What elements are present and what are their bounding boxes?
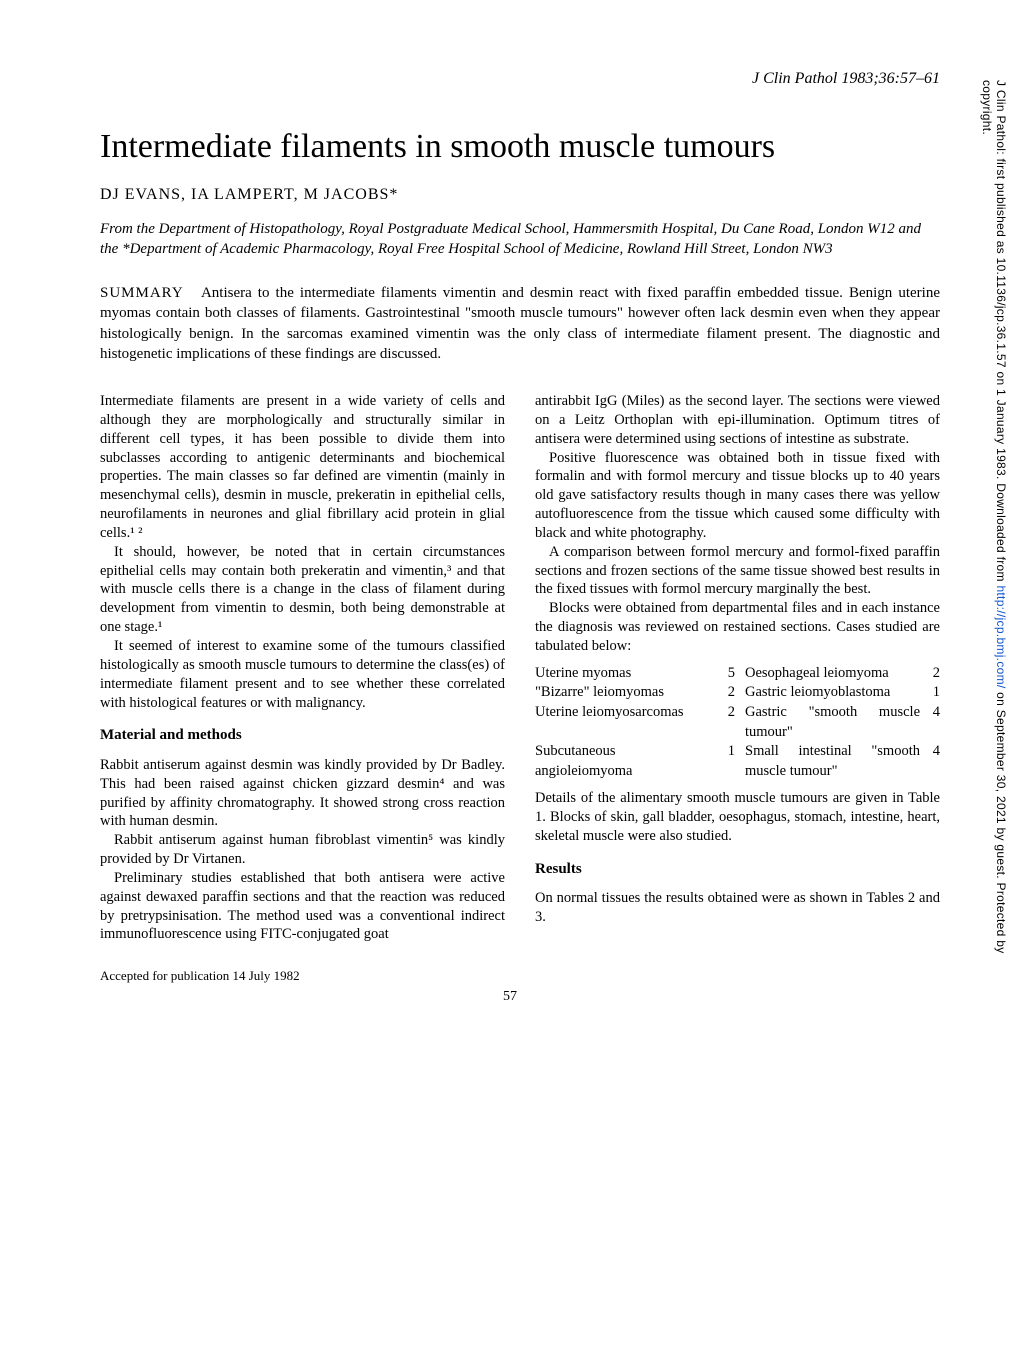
sidebar-text: J Clin Pathol: first published as 10.113… (994, 80, 1008, 585)
case-label: Subcutaneous angioleiomyoma (535, 742, 715, 781)
case-label: Small intestinal "smooth muscle tumour" (735, 742, 920, 781)
body-paragraph: Details of the alimentary smooth muscle … (535, 789, 940, 846)
case-label: Uterine myomas (535, 664, 715, 684)
body-paragraph: Positive fluorescence was obtained both … (535, 449, 940, 543)
case-count: 5 (715, 664, 735, 684)
body-paragraph: Preliminary studies established that bot… (100, 869, 505, 944)
body-paragraph: On normal tissues the results obtained w… (535, 889, 940, 927)
body-paragraph: antirabbit IgG (Miles) as the second lay… (535, 392, 940, 449)
sidebar-link[interactable]: http://jcp.bmj.com/ (994, 585, 1008, 688)
copyright-sidebar: J Clin Pathol: first published as 10.113… (980, 80, 1008, 995)
case-label: Gastric "smooth muscle tumour" (735, 703, 920, 742)
body-paragraph: Rabbit antiserum against desmin was kind… (100, 756, 505, 831)
body-columns: Intermediate filaments are present in a … (100, 392, 940, 985)
body-paragraph: It seemed of interest to examine some of… (100, 637, 505, 712)
case-count: 2 (920, 664, 940, 684)
case-label: "Bizarre" leiomyomas (535, 683, 715, 703)
accepted-date: Accepted for publication 14 July 1982 (100, 968, 505, 985)
page-container: J Clin Pathol 1983;36:57–61 Intermediate… (0, 0, 1020, 1035)
case-count: 2 (715, 683, 735, 703)
case-count: 4 (920, 742, 940, 781)
section-heading: Results (535, 860, 940, 880)
authors: DJ EVANS, IA LAMPERT, M JACOBS* (100, 186, 940, 204)
case-list: Uterine myomas 5 Oesophageal leiomyoma 2… (535, 664, 940, 781)
case-row: Uterine myomas 5 Oesophageal leiomyoma 2 (535, 664, 940, 684)
affiliation: From the Department of Histopathology, R… (100, 220, 940, 259)
journal-citation: J Clin Pathol 1983;36:57–61 (100, 70, 940, 88)
left-column: Intermediate filaments are present in a … (100, 392, 505, 985)
summary-block: SUMMARY Antisera to the intermediate fil… (100, 283, 940, 364)
right-column: antirabbit IgG (Miles) as the second lay… (535, 392, 940, 985)
body-paragraph: Intermediate filaments are present in a … (100, 392, 505, 543)
case-count: 1 (715, 742, 735, 781)
case-label: Gastric leiomyoblastoma (735, 683, 920, 703)
case-row: Uterine leiomyosarcomas 2 Gastric "smoot… (535, 703, 940, 742)
summary-text: Antisera to the intermediate filaments v… (100, 285, 940, 362)
case-row: Subcutaneous angioleiomyoma 1 Small inte… (535, 742, 940, 781)
body-paragraph: Rabbit antiserum against human fibroblas… (100, 831, 505, 869)
body-paragraph: A comparison between formol mercury and … (535, 543, 940, 600)
case-count: 2 (715, 703, 735, 742)
case-row: "Bizarre" leiomyomas 2 Gastric leiomyobl… (535, 683, 940, 703)
case-count: 4 (920, 703, 940, 742)
case-label: Oesophageal leiomyoma (735, 664, 920, 684)
article-title: Intermediate filaments in smooth muscle … (100, 128, 940, 166)
summary-label: SUMMARY (100, 285, 184, 301)
body-paragraph: It should, however, be noted that in cer… (100, 543, 505, 637)
body-paragraph: Blocks were obtained from departmental f… (535, 599, 940, 656)
section-heading: Material and methods (100, 726, 505, 746)
case-count: 1 (920, 683, 940, 703)
page-number: 57 (503, 989, 517, 1005)
case-label: Uterine leiomyosarcomas (535, 703, 715, 742)
